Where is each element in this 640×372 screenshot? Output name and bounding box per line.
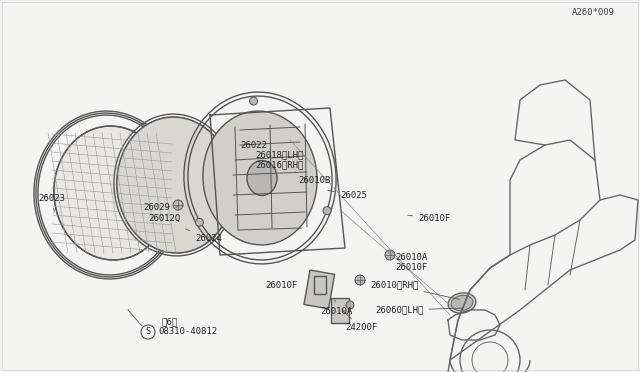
Ellipse shape	[203, 111, 317, 245]
Text: 26010B: 26010B	[295, 172, 330, 185]
Text: 26010F: 26010F	[408, 214, 451, 222]
Text: 26010F: 26010F	[265, 280, 297, 289]
Ellipse shape	[247, 160, 277, 196]
Text: 26029: 26029	[143, 202, 178, 212]
Text: 24200F: 24200F	[342, 310, 377, 333]
Ellipse shape	[451, 295, 473, 311]
Circle shape	[250, 97, 257, 105]
Ellipse shape	[54, 126, 170, 260]
Circle shape	[355, 275, 365, 285]
Text: 26016（RH）: 26016（RH）	[255, 160, 303, 170]
Bar	[304, 270, 335, 309]
Circle shape	[385, 250, 395, 260]
Text: 26010F: 26010F	[395, 263, 428, 273]
Text: 26010A: 26010A	[320, 300, 352, 317]
Text: 26023: 26023	[38, 193, 65, 212]
Bar	[331, 298, 349, 323]
Circle shape	[195, 218, 204, 226]
Text: A260*009: A260*009	[572, 7, 615, 16]
Text: 26060（LH）: 26060（LH）	[375, 305, 463, 314]
Text: 26010（RH）: 26010（RH）	[370, 280, 460, 299]
Ellipse shape	[448, 293, 476, 313]
Text: 26025: 26025	[328, 190, 367, 199]
Text: 26010A: 26010A	[395, 253, 428, 263]
Bar	[314, 276, 326, 294]
Text: 26022: 26022	[240, 141, 267, 150]
Ellipse shape	[117, 117, 233, 253]
Text: 26024: 26024	[186, 229, 222, 243]
Text: S: S	[145, 327, 150, 337]
Circle shape	[346, 301, 354, 309]
Circle shape	[323, 207, 331, 215]
Text: 08310-40812: 08310-40812	[158, 327, 217, 337]
Text: 26018（LH）: 26018（LH）	[255, 151, 303, 160]
Text: 〔6〕: 〔6〕	[162, 317, 178, 327]
Circle shape	[173, 200, 183, 210]
Text: 26012Q: 26012Q	[148, 214, 180, 222]
